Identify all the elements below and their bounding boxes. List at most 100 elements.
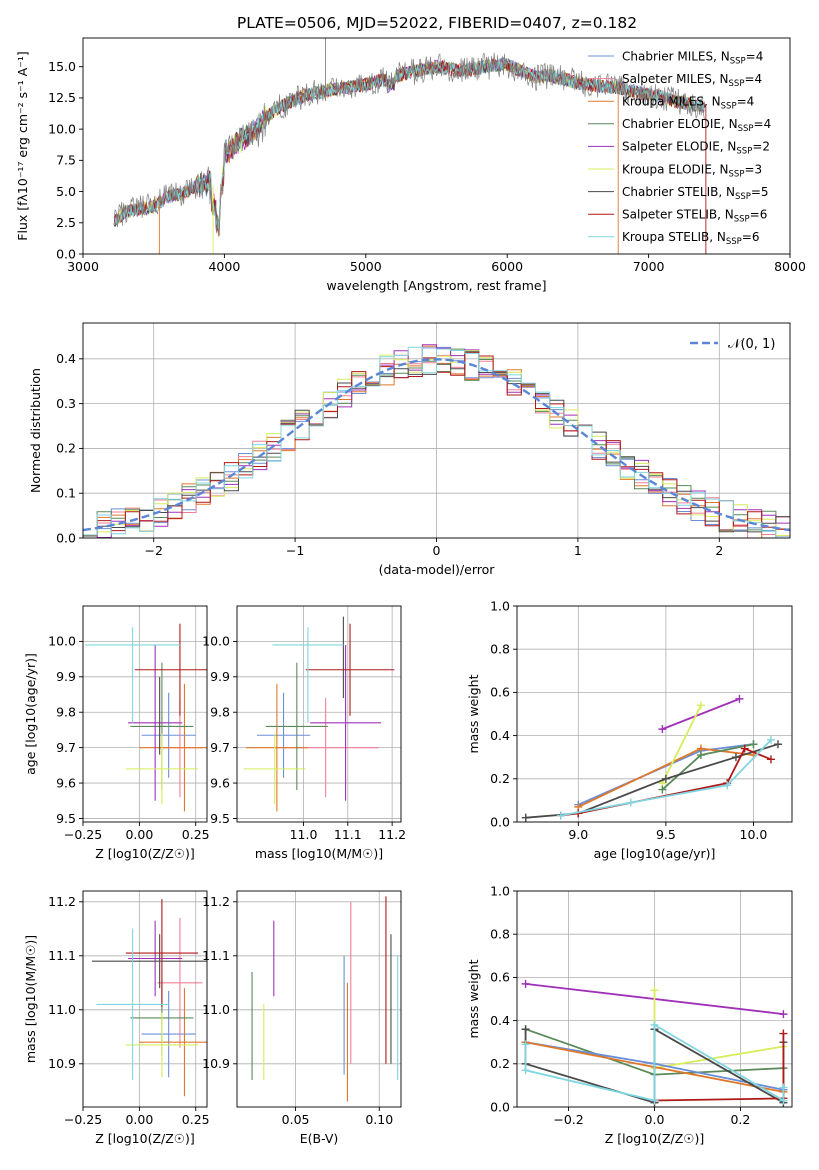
histogram-step <box>83 344 790 538</box>
x-tick-label: 0.0 <box>645 1112 665 1127</box>
mass-metallicity-panel: −0.25 0.00 0.25 10.9 11.0 11.1 11.2 Z [log10(Z/… <box>23 890 210 1146</box>
y-tick-label: 9.8 <box>210 705 230 720</box>
mass-weight-marker <box>521 979 530 988</box>
mass-weight-marker <box>779 1029 788 1038</box>
y-tick-label: 9.7 <box>210 740 230 755</box>
x-tick-label: 10.0 <box>740 827 768 842</box>
y-tick-label: 11.2 <box>48 894 76 909</box>
mass-weight-marker <box>521 1025 530 1034</box>
normal-reference-curve <box>83 358 790 532</box>
x-tick-label: 3000 <box>67 259 99 274</box>
mass-weight-marker <box>735 694 744 703</box>
x-tick-label: 5000 <box>350 259 382 274</box>
x-tick-label: −0.2 <box>553 1112 583 1127</box>
mass-weight-marker <box>749 740 758 749</box>
y-tick-label: 0.0 <box>490 1099 510 1114</box>
mass-weight-marker <box>626 798 635 807</box>
spectrum-legend: Chabrier MILES, NSSP=4 Salpeter MILES, NS… <box>588 49 771 247</box>
mass-reddening-panel-marks <box>251 896 399 1102</box>
legend-label: Kroupa STELIB, NSSP=6 <box>622 230 760 247</box>
x-tick-label: 0.25 <box>182 1112 210 1127</box>
x-tick-label: 9.5 <box>656 827 676 842</box>
spectrum-panel: 3000 4000 5000 6000 7000 8000 0.0 2.5 5.0 7.5 10.0… <box>15 37 806 293</box>
y-tick-label: 1.0 <box>490 598 510 613</box>
x-axis-label: mass [log10(M/M☉)] <box>255 846 383 861</box>
y-tick-label: 11.1 <box>48 948 76 963</box>
mass-weight-marker <box>779 1010 788 1019</box>
age-metallicity-panel-frame <box>82 605 208 823</box>
mass-weight-metallicity-panel: −0.2 0.0 0.2 0.0 0.2 0.4 0.6 0.8 1.0 Z [log10(Z/Z… <box>466 883 793 1146</box>
x-axis-label: Z [log10(Z/Z☉)] <box>95 846 195 861</box>
mass-weight-age-panel: 9.0 9.5 10.0 0.0 0.2 0.4 0.6 0.8 1.0 age [log10(a… <box>466 598 793 861</box>
mass-weight-marker <box>731 753 740 762</box>
y-tick-label: 0.2 <box>490 1056 510 1071</box>
age-metallicity-panel: −0.25 0.00 0.25 9.5 9.6 9.7 9.8 9.9 10.0 Z [log10… <box>23 605 210 861</box>
y-axis-label: Normed distribution <box>28 368 43 493</box>
y-tick-label: 11.0 <box>202 1002 230 1017</box>
mass-weight-marker <box>696 701 705 710</box>
y-axis-label: mass weight <box>466 674 481 753</box>
mass-weight-marker <box>723 781 732 790</box>
legend-label: Kroupa MILES, NSSP=4 <box>622 95 754 112</box>
y-tick-label: 9.8 <box>56 705 76 720</box>
x-tick-label: 1 <box>574 543 582 558</box>
residual-panel-marks <box>83 344 790 538</box>
y-tick-label: 12.5 <box>48 90 76 105</box>
mass-weight-marker <box>740 744 749 753</box>
spectrum-panel-frame <box>82 37 791 255</box>
y-tick-label: 0.6 <box>490 970 510 985</box>
y-tick-label: 0.8 <box>490 642 510 657</box>
x-tick-label: 11.1 <box>334 827 362 842</box>
x-tick-label: 8000 <box>774 259 806 274</box>
x-axis-label: (data-model)/error <box>379 562 496 577</box>
y-tick-label: 10.9 <box>202 1056 230 1071</box>
y-tick-label: 0.4 <box>490 1013 510 1028</box>
mass-weight-marker <box>658 785 667 794</box>
x-axis-label: wavelength [Angstrom, rest frame] <box>326 278 546 293</box>
x-tick-label: 0.05 <box>282 1112 310 1127</box>
y-tick-label: 0.3 <box>56 396 76 411</box>
y-tick-label: 11.0 <box>48 1002 76 1017</box>
y-tick-label: 11.1 <box>202 948 230 963</box>
mass-weight-marker <box>696 751 705 760</box>
y-tick-label: 1.0 <box>490 883 510 898</box>
y-tick-label: 2.5 <box>56 215 76 230</box>
y-tick-label: 0.2 <box>490 771 510 786</box>
x-tick-label: 0 <box>433 543 441 558</box>
y-tick-label: 9.9 <box>56 669 76 684</box>
legend-label: Salpeter STELIB, NSSP=6 <box>622 208 767 225</box>
y-tick-label: 0.4 <box>56 351 76 366</box>
y-tick-label: 7.5 <box>56 153 76 168</box>
y-tick-label: 0.6 <box>490 685 510 700</box>
mass-metallicity-panel-frame <box>82 890 208 1108</box>
y-tick-label: 0.8 <box>490 927 510 942</box>
y-tick-label: 0.0 <box>490 814 510 829</box>
mass-weight-marker <box>650 1020 659 1029</box>
y-tick-label: 9.7 <box>56 740 76 755</box>
legend-label: Chabrier STELIB, NSSP=5 <box>622 185 769 202</box>
y-axis-label: age [log10(age/yr)] <box>23 653 38 775</box>
y-tick-label: 0.0 <box>56 530 76 545</box>
mass-weight-marker <box>779 1096 788 1105</box>
x-tick-label: −0.25 <box>64 1112 102 1127</box>
y-tick-label: 9.9 <box>210 669 230 684</box>
legend-label: Salpeter MILES, NSSP=4 <box>622 72 762 89</box>
mass-weight-marker <box>773 740 782 749</box>
y-tick-label: 10.0 <box>48 121 76 136</box>
chart-layer: 3000 4000 5000 6000 7000 80000.02.55.07.510.0… <box>15 37 806 1146</box>
mass-weight-marker <box>521 1066 530 1075</box>
mass-weight-metallicity-panel-marks <box>521 979 788 1107</box>
x-tick-label: 0.00 <box>125 827 153 842</box>
mass-weight-line <box>662 698 740 730</box>
mass-weight-line <box>661 705 702 784</box>
x-tick-label: 7000 <box>633 259 665 274</box>
spectrum-panel-marks <box>113 38 707 254</box>
mass-weight-marker <box>556 811 565 820</box>
mass-reddening-panel-frame <box>236 890 402 1108</box>
x-axis-label: Z [log10(Z/Z☉)] <box>605 1131 705 1146</box>
mass-weight-marker <box>779 1083 788 1092</box>
y-tick-label: 9.6 <box>210 775 230 790</box>
mass-reddening-panel: 0.05 0.10 10.9 11.0 11.1 11.2 E(B-V) <box>202 890 402 1146</box>
age-metallicity-panel-marks <box>85 623 207 812</box>
